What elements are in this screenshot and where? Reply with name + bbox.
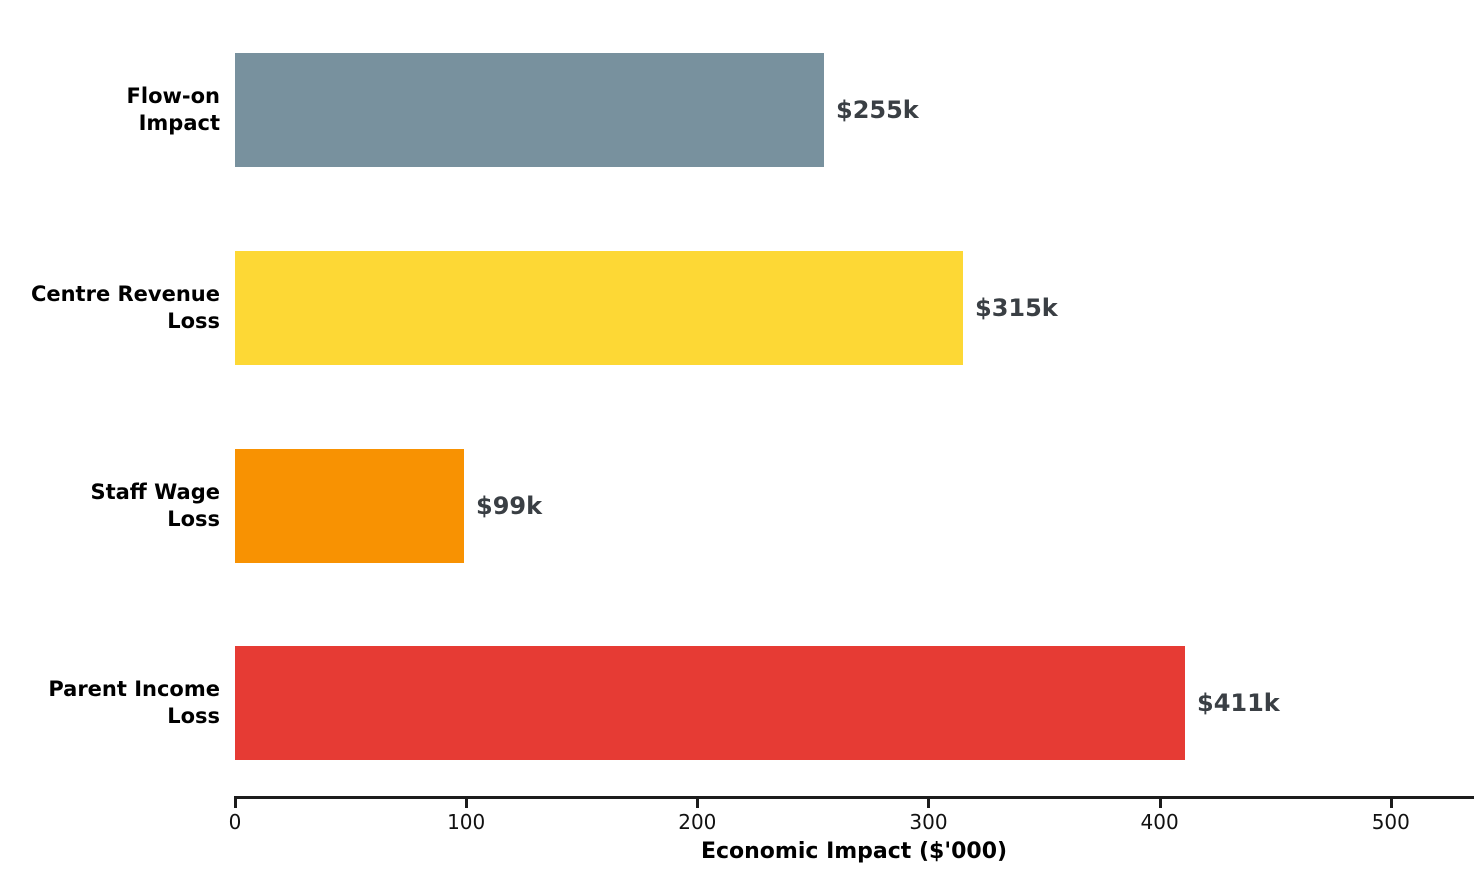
category-label: Flow-on Impact xyxy=(126,84,220,135)
bar xyxy=(235,449,464,563)
value-label: $411k xyxy=(1197,689,1280,717)
value-label: $315k xyxy=(975,294,1058,322)
x-tick-mark xyxy=(927,799,931,808)
bar-row xyxy=(235,646,1474,760)
x-axis-line xyxy=(234,796,1474,799)
bar xyxy=(235,646,1185,760)
x-tick-label: 400 xyxy=(1140,810,1179,834)
category-label: Parent Income Loss xyxy=(48,677,220,728)
bar-row xyxy=(235,251,1474,365)
x-tick-label: 500 xyxy=(1371,810,1410,834)
category-label: Centre Revenue Loss xyxy=(30,282,220,333)
value-label: $99k xyxy=(476,492,543,520)
bar xyxy=(235,251,963,365)
bar-row xyxy=(235,449,1474,563)
category-label: Staff Wage Loss xyxy=(90,480,220,531)
x-tick-label: 100 xyxy=(447,810,486,834)
bar-row xyxy=(235,53,1474,167)
x-tick-mark xyxy=(234,799,237,808)
x-tick-mark xyxy=(696,799,700,808)
bar xyxy=(235,53,824,167)
x-tick-label: 0 xyxy=(228,810,242,834)
x-tick-mark xyxy=(1158,799,1162,808)
value-label: $255k xyxy=(836,96,919,124)
x-tick-label: 300 xyxy=(909,810,948,834)
x-tick-label: 200 xyxy=(678,810,717,834)
x-tick-mark xyxy=(1389,799,1393,808)
x-axis-title: Economic Impact ($'000) xyxy=(700,839,1008,864)
x-tick-mark xyxy=(465,799,469,808)
